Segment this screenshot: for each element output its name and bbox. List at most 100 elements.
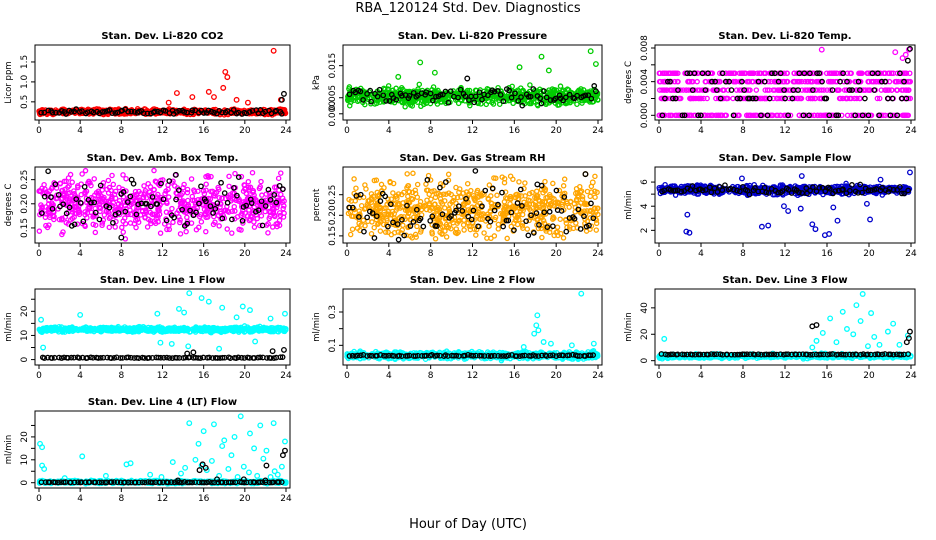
data-point xyxy=(514,221,521,228)
data-point xyxy=(278,170,284,176)
data-point xyxy=(560,183,567,189)
panel-title: Stan. Dev. Li-820 Pressure xyxy=(398,31,548,42)
data-point xyxy=(829,70,835,76)
data-point xyxy=(376,86,383,93)
data-point xyxy=(233,96,240,103)
data-point xyxy=(205,88,212,95)
panel-3: Stan. Dev. Li-820 Temp.degrees C0 4 8 12 16 2… xyxy=(624,31,917,136)
data-point xyxy=(177,231,184,237)
data-point xyxy=(357,88,364,95)
data-point xyxy=(823,112,829,119)
data-point xyxy=(684,211,691,218)
data-point xyxy=(442,88,449,95)
data-point xyxy=(812,95,819,102)
data-point xyxy=(485,92,491,99)
data-point xyxy=(582,171,589,178)
data-point xyxy=(865,87,871,93)
data-point xyxy=(798,173,805,179)
data-point xyxy=(667,112,674,119)
data-point xyxy=(112,224,118,230)
data-point xyxy=(102,108,108,115)
data-point xyxy=(57,181,64,187)
data-point xyxy=(764,87,771,93)
data-point xyxy=(427,90,434,97)
data-point xyxy=(367,87,374,94)
data-point xyxy=(377,228,384,234)
data-point xyxy=(508,94,515,101)
data-point xyxy=(120,172,126,178)
data-point xyxy=(110,181,117,188)
data-point xyxy=(774,87,781,93)
data-point xyxy=(471,99,478,106)
data-point xyxy=(200,110,207,116)
data-point xyxy=(430,97,436,104)
data-point xyxy=(198,219,205,225)
x-tick-label: 16 xyxy=(198,249,210,259)
data-point xyxy=(886,78,893,85)
data-point xyxy=(900,70,906,76)
data-point xyxy=(145,180,151,187)
y-axis-label: Licor ppm xyxy=(4,61,14,103)
data-point xyxy=(251,219,257,225)
data-point xyxy=(784,78,790,85)
data-point xyxy=(776,95,782,102)
data-point xyxy=(716,70,723,76)
data-point xyxy=(431,69,438,76)
data-point xyxy=(391,229,398,236)
data-point xyxy=(353,185,359,191)
data-point xyxy=(379,95,386,102)
data-point xyxy=(787,112,794,119)
data-point xyxy=(162,190,168,197)
data-point xyxy=(885,87,891,93)
x-tick-label: 16 xyxy=(821,249,833,259)
data-point xyxy=(895,78,902,85)
data-point xyxy=(41,109,48,116)
x-tick-label: 4 xyxy=(77,126,83,136)
data-point xyxy=(401,189,407,196)
y-axis-label: degrees C xyxy=(624,61,634,104)
data-point xyxy=(561,176,568,182)
data-point xyxy=(676,112,683,119)
data-point xyxy=(546,208,553,215)
y-tick-label: 0.20 xyxy=(20,194,30,214)
data-point xyxy=(746,78,753,85)
y-tick-label: 0 xyxy=(20,356,30,362)
x-tick-label: 8 xyxy=(428,126,434,136)
data-point xyxy=(758,223,765,230)
data-point xyxy=(437,92,444,98)
data-point xyxy=(747,70,753,76)
data-point xyxy=(369,219,375,225)
data-point xyxy=(360,97,366,103)
data-point xyxy=(151,186,157,193)
data-point xyxy=(188,176,195,182)
data-point xyxy=(893,78,900,85)
data-point xyxy=(361,228,367,235)
y-tick-label: 0.15 xyxy=(328,226,338,246)
data-point xyxy=(398,98,405,105)
data-point xyxy=(494,192,500,199)
data-point xyxy=(730,95,736,102)
data-point xyxy=(460,222,467,228)
data-point xyxy=(758,95,764,102)
data-point xyxy=(221,190,228,196)
data-point xyxy=(181,109,188,115)
data-point xyxy=(589,179,596,186)
data-point xyxy=(402,104,408,110)
x-tick-label: 20 xyxy=(239,371,251,381)
data-point xyxy=(907,169,913,176)
data-point xyxy=(119,107,125,114)
data-point xyxy=(843,95,850,102)
data-point xyxy=(218,179,224,186)
x-tick-label: 4 xyxy=(698,249,704,259)
data-point xyxy=(244,213,251,219)
data-point xyxy=(188,220,195,226)
data-point xyxy=(688,112,694,119)
data-point xyxy=(69,179,75,185)
data-point xyxy=(728,70,735,76)
panel-title: Stan. Dev. Gas Stream RH xyxy=(399,153,545,164)
data-point xyxy=(174,210,180,216)
data-point xyxy=(519,102,526,109)
data-point xyxy=(42,214,49,221)
y-tick-label: 0.25 xyxy=(328,185,338,205)
